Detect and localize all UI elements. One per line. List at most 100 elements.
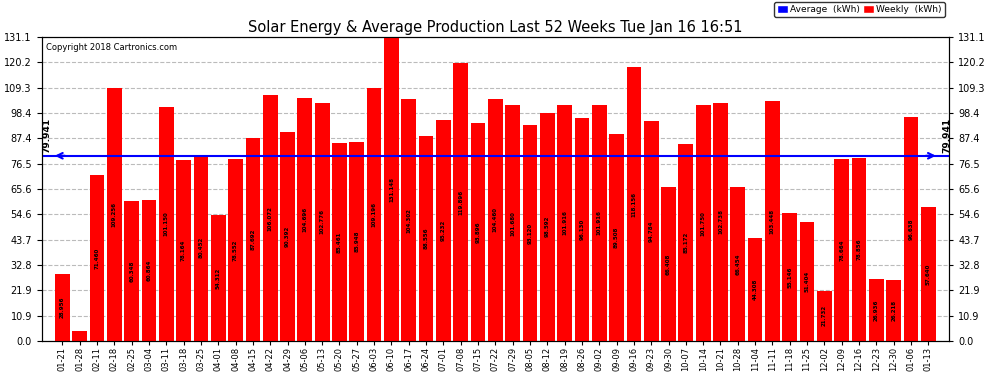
Bar (159, 106, 173, 341)
Text: 93.896: 93.896 (475, 222, 480, 243)
Bar (436, 120, 450, 341)
Text: 79.941: 79.941 (43, 118, 51, 153)
Text: 118.156: 118.156 (632, 192, 637, 217)
Text: 66.408: 66.408 (666, 254, 671, 275)
Bar (782, 213, 797, 341)
Text: 109.196: 109.196 (371, 202, 376, 227)
Bar (800, 222, 815, 341)
Bar (869, 279, 884, 341)
Text: 71.460: 71.460 (95, 248, 100, 269)
Text: 28.956: 28.956 (60, 297, 65, 318)
Bar (470, 123, 485, 341)
Text: 78.856: 78.856 (856, 239, 861, 260)
Text: 80.452: 80.452 (198, 237, 204, 258)
Bar (851, 158, 866, 341)
Bar (90, 176, 104, 341)
Text: 88.556: 88.556 (424, 228, 429, 249)
Text: 54.312: 54.312 (216, 267, 221, 289)
Text: 26.936: 26.936 (874, 299, 879, 321)
Text: 101.680: 101.680 (510, 211, 515, 236)
Bar (765, 101, 780, 341)
Text: 85.461: 85.461 (337, 231, 342, 253)
Text: 104.460: 104.460 (493, 207, 498, 232)
Title: Solar Energy & Average Production Last 52 Weeks Tue Jan 16 16:51: Solar Energy & Average Production Last 5… (248, 20, 742, 34)
Bar (229, 159, 243, 341)
Bar (557, 105, 572, 341)
Bar (419, 136, 434, 341)
Bar (627, 67, 642, 341)
Text: 98.592: 98.592 (544, 216, 549, 237)
Bar (142, 200, 156, 341)
Legend: Average  (kWh), Weekly  (kWh): Average (kWh), Weekly (kWh) (774, 2, 944, 16)
Bar (349, 142, 364, 341)
Text: 78.164: 78.164 (181, 240, 186, 261)
Bar (315, 103, 330, 341)
Bar (505, 105, 520, 341)
Text: 104.302: 104.302 (406, 208, 411, 232)
Text: 78.664: 78.664 (840, 239, 844, 261)
Text: 96.638: 96.638 (909, 218, 914, 240)
Text: 96.130: 96.130 (579, 219, 584, 240)
Text: 102.776: 102.776 (320, 209, 325, 234)
Text: 109.256: 109.256 (112, 202, 117, 227)
Bar (696, 105, 711, 341)
Bar (921, 207, 936, 341)
Bar (453, 63, 468, 341)
Bar (609, 134, 624, 341)
Text: 101.916: 101.916 (562, 210, 567, 236)
Bar (194, 154, 208, 341)
Text: 85.172: 85.172 (683, 232, 688, 253)
Bar (574, 118, 589, 341)
Text: 89.508: 89.508 (614, 226, 619, 248)
Bar (332, 143, 346, 341)
Bar (246, 138, 260, 341)
Text: 85.948: 85.948 (354, 231, 359, 252)
Bar (904, 117, 919, 341)
Bar (280, 132, 295, 341)
Bar (540, 112, 554, 341)
Text: 101.150: 101.150 (163, 211, 169, 236)
Text: 66.454: 66.454 (736, 253, 741, 275)
Bar (384, 37, 399, 341)
Bar (523, 125, 538, 341)
Text: 87.692: 87.692 (250, 229, 255, 250)
Bar (298, 98, 312, 341)
Bar (678, 144, 693, 341)
Text: 26.218: 26.218 (891, 300, 896, 321)
Text: 95.232: 95.232 (441, 220, 446, 241)
Bar (107, 88, 122, 341)
Bar (661, 187, 676, 341)
Bar (747, 238, 762, 341)
Text: 101.750: 101.750 (701, 211, 706, 236)
Text: 119.896: 119.896 (458, 189, 463, 214)
Text: 106.072: 106.072 (267, 206, 272, 231)
Text: 94.784: 94.784 (648, 220, 653, 242)
Text: Copyright 2018 Cartronics.com: Copyright 2018 Cartronics.com (47, 43, 177, 52)
Text: 103.448: 103.448 (770, 209, 775, 234)
Bar (366, 88, 381, 341)
Text: 90.392: 90.392 (285, 226, 290, 247)
Bar (55, 274, 69, 341)
Text: 57.640: 57.640 (926, 264, 931, 285)
Text: 21.732: 21.732 (822, 305, 827, 326)
Text: 101.916: 101.916 (597, 210, 602, 236)
Bar (401, 99, 416, 341)
Bar (72, 331, 87, 341)
Text: 44.308: 44.308 (752, 279, 757, 300)
Bar (592, 105, 607, 341)
Text: 60.864: 60.864 (147, 260, 151, 281)
Text: 60.348: 60.348 (129, 260, 135, 282)
Text: 79.941: 79.941 (942, 118, 951, 153)
Text: 78.552: 78.552 (233, 239, 238, 261)
Bar (835, 159, 849, 341)
Bar (713, 103, 728, 341)
Text: 55.146: 55.146 (787, 266, 792, 288)
Bar (886, 280, 901, 341)
Bar (263, 95, 277, 341)
Text: 104.696: 104.696 (302, 207, 307, 232)
Text: 131.148: 131.148 (389, 177, 394, 201)
Bar (211, 215, 226, 341)
Text: 93.120: 93.120 (528, 222, 533, 244)
Bar (817, 291, 832, 341)
Bar (125, 201, 139, 341)
